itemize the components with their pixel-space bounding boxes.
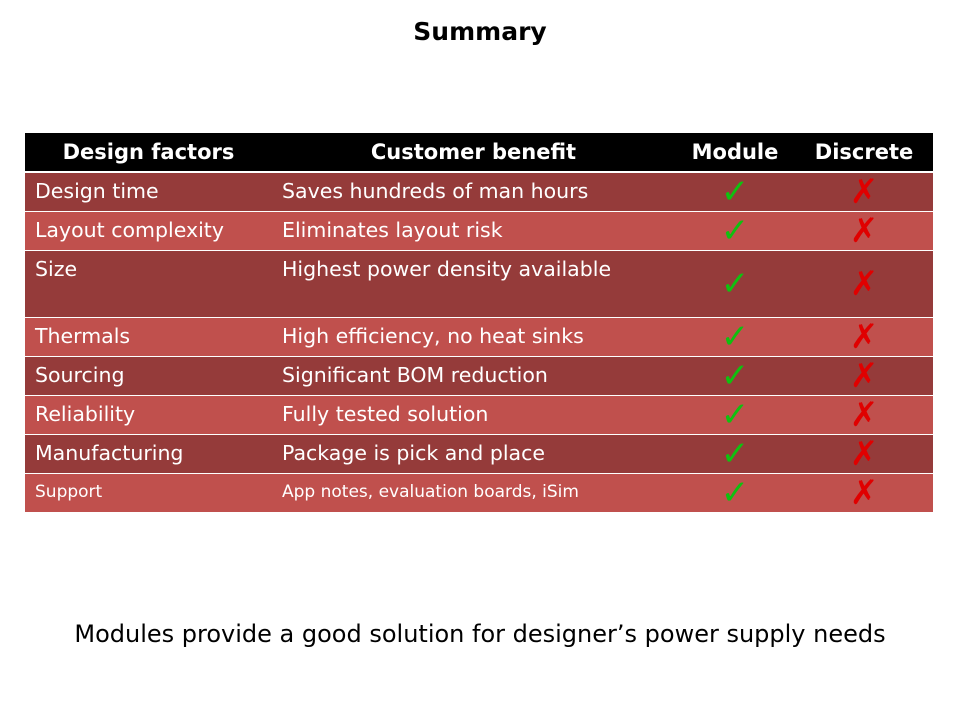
- header-module: Module: [675, 133, 795, 173]
- cross-icon: ✗: [795, 434, 933, 474]
- design-factor: Sourcing: [25, 356, 272, 396]
- design-factor: Size: [25, 250, 272, 318]
- table-row: Size Highest power density available ✓ ✗: [25, 250, 933, 318]
- header-design-factors: Design factors: [25, 133, 272, 173]
- cross-icon: ✗: [795, 356, 933, 396]
- cross-icon: ✗: [795, 473, 933, 513]
- check-icon: ✓: [675, 395, 795, 435]
- customer-benefit: Saves hundreds of man hours: [272, 172, 675, 212]
- customer-benefit: App notes, evaluation boards, iSim: [272, 473, 675, 513]
- table-header-row: Design factors Customer benefit Module D…: [25, 133, 933, 173]
- table-row: Design time Saves hundreds of man hours …: [25, 172, 933, 212]
- cross-icon: ✗: [795, 172, 933, 212]
- table-row: Support App notes, evaluation boards, iS…: [25, 473, 933, 513]
- header-customer-benefit: Customer benefit: [272, 133, 675, 173]
- customer-benefit: Significant BOM reduction: [272, 356, 675, 396]
- customer-benefit: Package is pick and place: [272, 434, 675, 474]
- customer-benefit: High efficiency, no heat sinks: [272, 317, 675, 357]
- comparison-table: Design factors Customer benefit Module D…: [25, 133, 933, 513]
- design-factor: Manufacturing: [25, 434, 272, 474]
- cross-icon: ✗: [795, 211, 933, 251]
- design-factor: Design time: [25, 172, 272, 212]
- check-icon: ✓: [675, 211, 795, 251]
- cross-icon: ✗: [795, 395, 933, 435]
- table-row: Reliability Fully tested solution ✓ ✗: [25, 395, 933, 435]
- check-icon: ✓: [675, 434, 795, 474]
- design-factor: Reliability: [25, 395, 272, 435]
- customer-benefit: Fully tested solution: [272, 395, 675, 435]
- check-icon: ✓: [675, 356, 795, 396]
- design-factor: Support: [25, 473, 272, 513]
- table-row: Sourcing Significant BOM reduction ✓ ✗: [25, 356, 933, 396]
- customer-benefit: Highest power density available: [272, 250, 675, 318]
- design-factor: Layout complexity: [25, 211, 272, 251]
- table-row: Thermals High efficiency, no heat sinks …: [25, 317, 933, 357]
- header-discrete: Discrete: [795, 133, 933, 173]
- table-row: Layout complexity Eliminates layout risk…: [25, 211, 933, 251]
- cross-icon: ✗: [795, 250, 933, 318]
- cross-icon: ✗: [795, 317, 933, 357]
- check-icon: ✓: [675, 172, 795, 212]
- design-factor: Thermals: [25, 317, 272, 357]
- table-row: Manufacturing Package is pick and place …: [25, 434, 933, 474]
- customer-benefit: Eliminates layout risk: [272, 211, 675, 251]
- slide-title: Summary: [413, 17, 547, 46]
- check-icon: ✓: [675, 317, 795, 357]
- conclusion-text: Modules provide a good solution for desi…: [74, 620, 886, 648]
- check-icon: ✓: [675, 473, 795, 513]
- check-icon: ✓: [675, 250, 795, 318]
